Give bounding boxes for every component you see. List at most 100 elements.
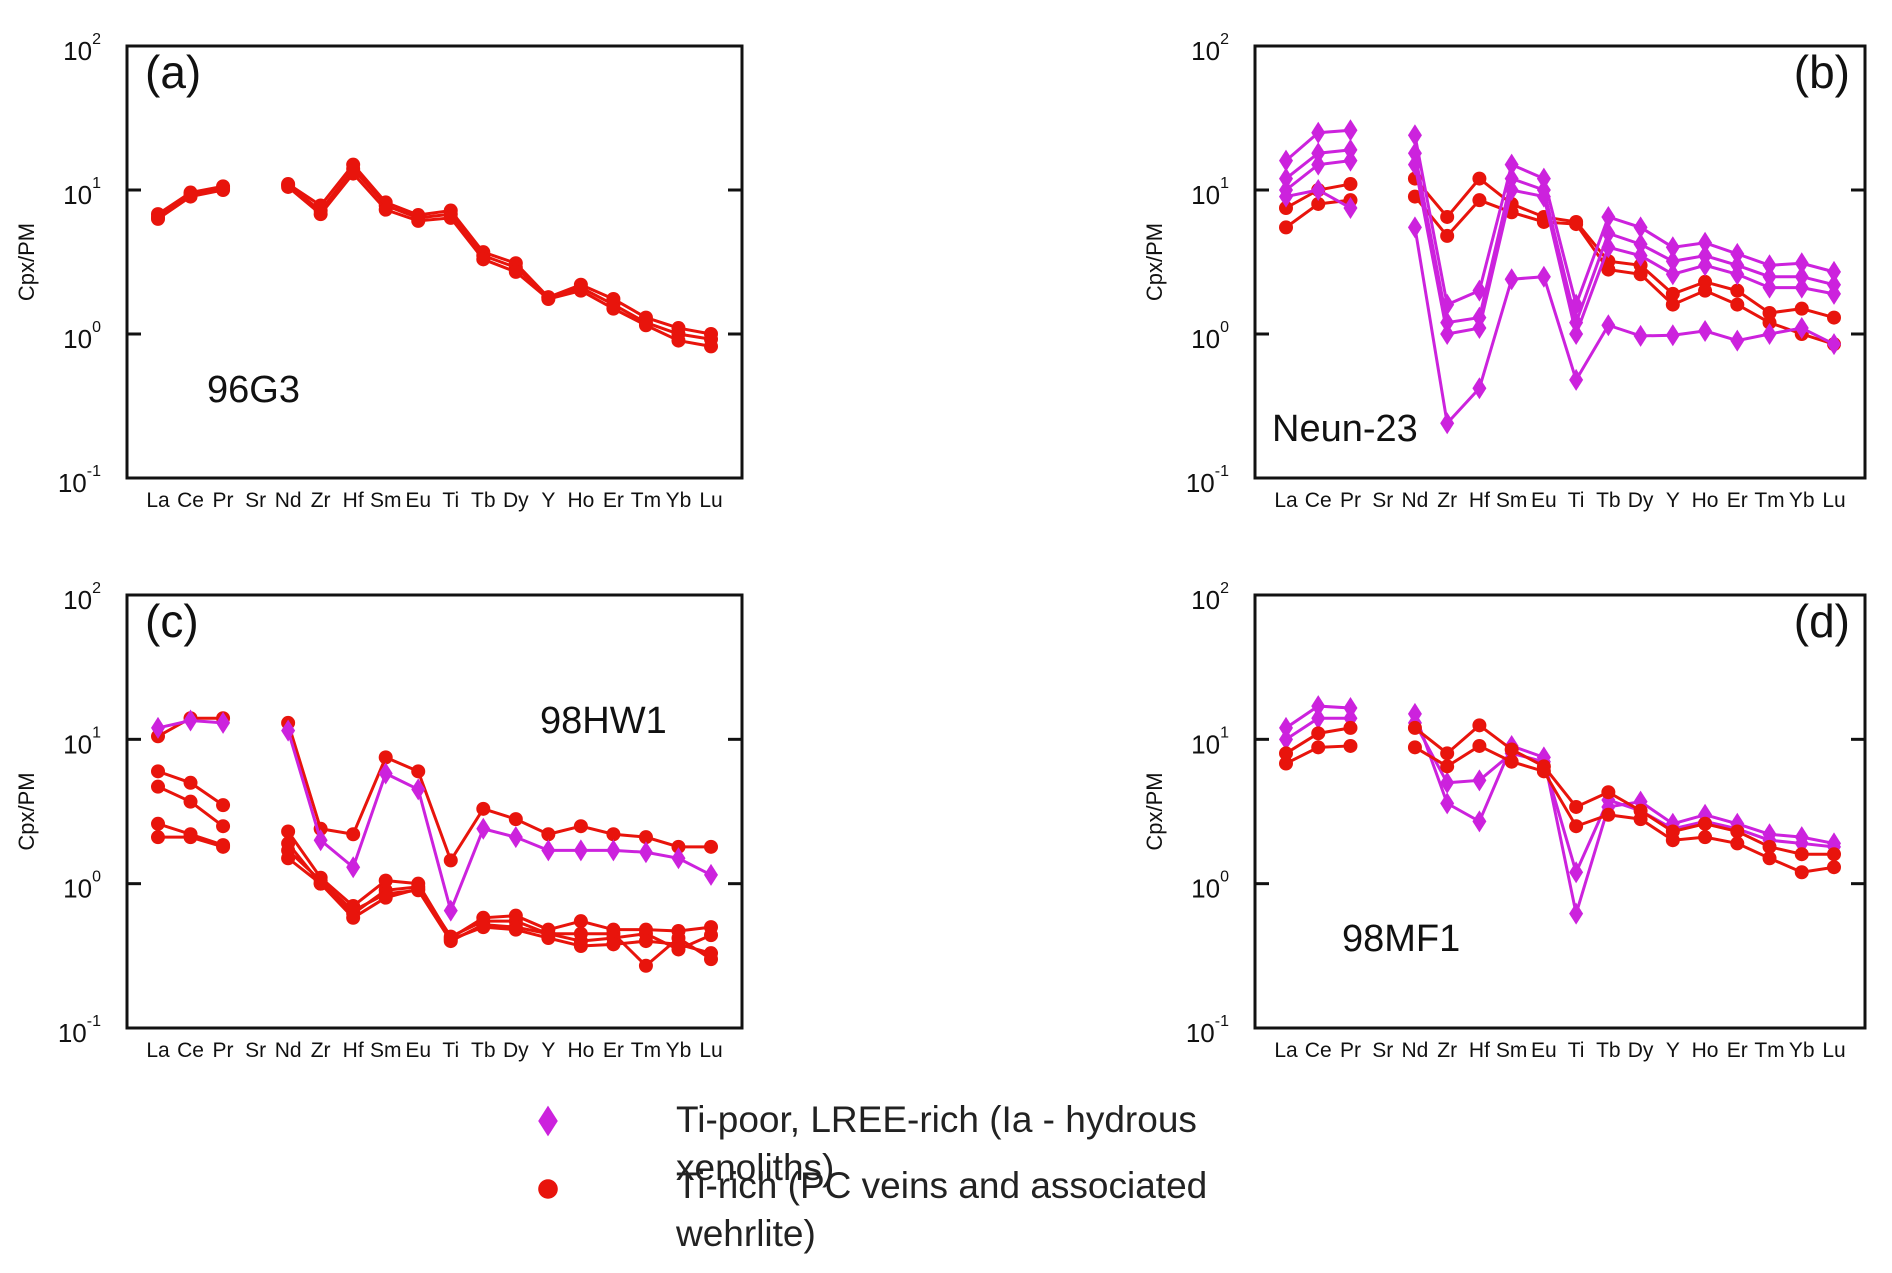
x-tick-label: Hf	[343, 489, 364, 512]
data-point	[1762, 305, 1777, 320]
data-point	[606, 827, 621, 842]
data-point	[151, 716, 165, 739]
data-point	[1440, 759, 1455, 774]
data-point	[573, 914, 588, 929]
data-point	[606, 292, 621, 307]
y-tick-base: 10	[1191, 729, 1220, 759]
data-point	[1698, 231, 1713, 254]
x-tick-label: Tm	[1754, 1039, 1784, 1062]
plot-frame	[125, 44, 744, 480]
data-point	[1504, 742, 1519, 757]
y-tick-exponent: 2	[92, 580, 101, 597]
data-point	[1730, 836, 1745, 851]
data-point	[1569, 368, 1584, 391]
data-point	[411, 881, 426, 896]
y-tick-exponent: -1	[87, 1013, 101, 1030]
data-point	[1601, 236, 1616, 259]
data-point	[346, 166, 361, 181]
data-point	[1827, 260, 1841, 283]
y-tick-exponent: 0	[1220, 319, 1229, 336]
data-point	[1827, 333, 1841, 356]
data-point	[1601, 205, 1616, 228]
series-line	[1285, 128, 1835, 310]
x-tick-label: La	[146, 1039, 170, 1062]
x-tick-label: Er	[1727, 489, 1748, 512]
data-point	[671, 321, 686, 336]
data-point	[1279, 167, 1293, 190]
data-point	[541, 827, 556, 842]
data-point	[281, 851, 296, 866]
data-point	[1279, 756, 1293, 771]
y-tick-exponent: 0	[1220, 869, 1229, 886]
series-line	[1285, 744, 1835, 874]
y-tick-label: 102	[1191, 31, 1229, 66]
annotation: 96G3	[207, 369, 300, 411]
data-point	[1472, 738, 1487, 753]
data-point	[1407, 740, 1422, 755]
data-point	[1794, 317, 1809, 340]
x-tick-label: Sm	[370, 489, 402, 512]
data-point	[1311, 695, 1326, 718]
x-tick-label: Pr	[1340, 1039, 1361, 1062]
y-tick-base: 10	[58, 468, 87, 498]
data-point	[671, 937, 686, 952]
data-point	[1794, 276, 1809, 299]
data-point	[151, 830, 165, 845]
data-point	[1472, 769, 1487, 792]
y-tick-label: 101	[1191, 175, 1229, 210]
annotation: 98HW1	[540, 700, 667, 742]
data-point	[1407, 720, 1422, 735]
data-point	[1472, 171, 1487, 186]
data-point	[1569, 217, 1584, 232]
x-tick-label: La	[1274, 489, 1298, 512]
data-point	[1279, 728, 1293, 751]
data-point	[1407, 189, 1422, 204]
y-tick-base: 10	[63, 874, 92, 904]
data-point	[216, 819, 231, 834]
x-tick-label: Er	[603, 489, 624, 512]
data-point	[1536, 764, 1551, 779]
x-tick-label: Y	[541, 1039, 555, 1062]
data-point	[541, 931, 556, 946]
data-point	[151, 211, 165, 226]
data-point	[1311, 707, 1326, 730]
data-point	[671, 847, 686, 870]
data-point	[606, 937, 621, 952]
y-tick-label: 102	[1191, 580, 1229, 615]
x-tick-label: Nd	[275, 489, 302, 512]
x-tick-label: Sm	[370, 1039, 402, 1062]
data-point	[1472, 193, 1487, 208]
y-tick-exponent: -1	[1215, 1013, 1229, 1030]
data-point	[1794, 847, 1809, 862]
x-tick-label: Tm	[631, 1039, 661, 1062]
data-point	[183, 830, 198, 845]
x-tick-label: Ti	[442, 1039, 459, 1062]
data-point	[151, 779, 165, 794]
data-point	[1665, 833, 1680, 848]
x-tick-label: Eu	[405, 489, 431, 512]
data-point	[151, 816, 165, 831]
data-point	[1601, 807, 1616, 822]
data-point	[1633, 244, 1648, 267]
x-tick-label: Ho	[1692, 489, 1719, 512]
data-point	[378, 873, 393, 888]
data-point	[476, 801, 491, 816]
data-point	[1279, 220, 1293, 235]
data-point	[443, 853, 458, 868]
x-tick-label: Nd	[1402, 1039, 1429, 1062]
data-point	[281, 719, 296, 742]
data-point	[1762, 851, 1777, 866]
y-tick-label: 100	[1191, 319, 1229, 354]
x-tick-label: Ce	[177, 489, 204, 512]
data-point	[281, 824, 296, 839]
x-tick-label: Ti	[1568, 489, 1585, 512]
y-tick-base: 10	[1186, 1018, 1215, 1048]
y-tick-label: 100	[1191, 869, 1229, 904]
data-point	[1827, 860, 1841, 875]
x-tick-label: Pr	[1340, 489, 1361, 512]
data-point	[704, 339, 718, 354]
data-point	[704, 863, 718, 886]
data-point	[378, 750, 393, 765]
data-point	[1730, 329, 1745, 352]
